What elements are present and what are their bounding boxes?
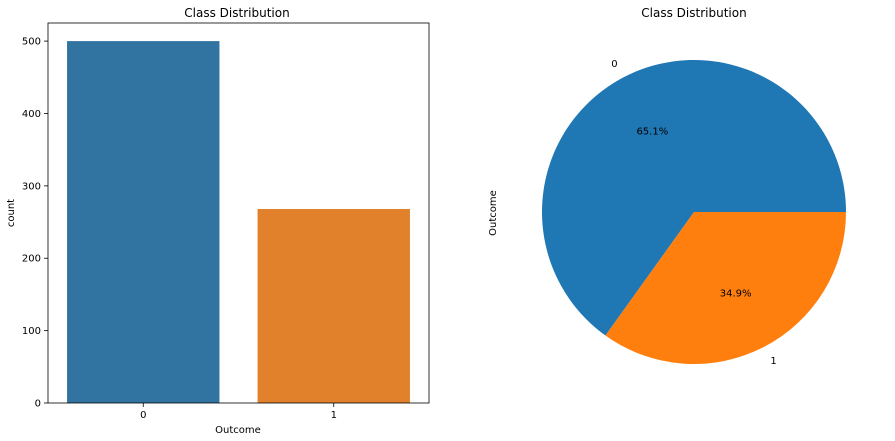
pie-chart: Class Distribution 0 65.1% 1 34.9% Outcome [488, 6, 846, 367]
bar-0 [67, 41, 220, 403]
pie-marks: 0 65.1% 1 34.9% [542, 59, 846, 367]
pie-slice-1 [605, 212, 846, 365]
bar-1 [257, 209, 410, 403]
y-tick-label: 200 [22, 254, 41, 265]
pie-slice-0 [542, 60, 846, 336]
bar-x-axis-label: Outcome [215, 425, 261, 436]
y-tick-label: 400 [22, 109, 41, 120]
pie-chart-title: Class Distribution [641, 6, 746, 20]
bar-marks [67, 41, 410, 403]
pie-percent-label: 65.1% [636, 126, 668, 137]
y-tick-label: 100 [22, 326, 41, 337]
pie-y-axis-label: Outcome [488, 190, 499, 236]
y-tick-label: 300 [22, 181, 41, 192]
bar-chart-title: Class Distribution [184, 6, 289, 20]
bar-y-ticks: 0 100 200 300 400 500 [22, 37, 48, 410]
bar-axes-frame [47, 22, 430, 404]
x-tick-label: 1 [331, 410, 337, 421]
pie-slice-label: 0 [611, 59, 617, 70]
y-tick-label: 0 [35, 399, 41, 410]
pie-percent-label: 34.9% [720, 289, 752, 300]
bar-y-axis-label: count [6, 199, 17, 227]
y-tick-label: 500 [22, 37, 41, 48]
pie-slice-label: 1 [770, 356, 776, 367]
x-tick-label: 0 [140, 410, 146, 421]
